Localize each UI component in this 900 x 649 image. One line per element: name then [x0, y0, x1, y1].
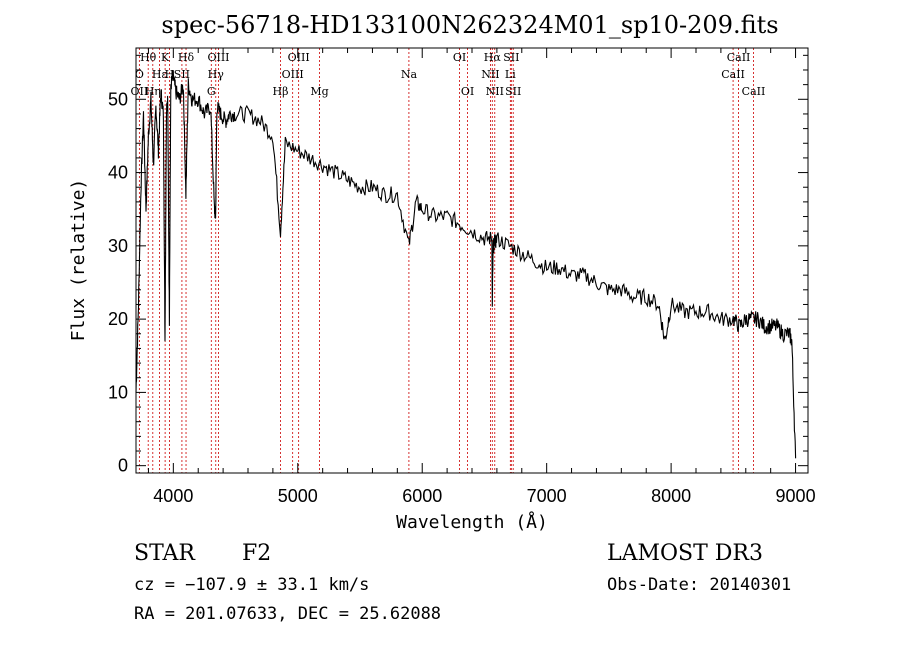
line-marker-label: CaII: [727, 51, 751, 64]
line-marker-label: Hε: [152, 68, 168, 81]
line-marker-label: SII: [505, 85, 521, 98]
x-tick-label: 9000: [776, 486, 816, 506]
line-marker-label: NII: [481, 68, 499, 81]
line-marker-label: NII: [486, 85, 504, 98]
line-marker-label: Hη: [145, 85, 161, 98]
line-marker-label: Hβ: [273, 85, 289, 98]
x-tick-label: 7000: [527, 486, 567, 506]
line-marker-label: Mg: [310, 85, 328, 98]
y-tick-label: 0: [118, 456, 128, 476]
line-marker-label: H: [165, 68, 175, 81]
spectral-line-markers: [138, 48, 754, 473]
line-marker-label: Hδ: [178, 51, 195, 64]
x-tick-label: 4000: [153, 486, 193, 506]
x-tick-label: 5000: [278, 486, 318, 506]
line-marker-label: Hθ: [140, 51, 157, 64]
y-tick-label: 50: [108, 89, 128, 109]
line-marker-label: Hγ: [208, 68, 225, 81]
x-axis-label: Wavelength (Å): [396, 511, 548, 533]
line-marker-label: K: [161, 51, 170, 64]
plot-frame: [135, 47, 809, 474]
line-marker-label: O: [135, 68, 144, 81]
object-class: STAR: [134, 541, 196, 566]
line-marker-label: Na: [401, 68, 418, 81]
x-tick-label: 8000: [651, 486, 691, 506]
observation-date: Obs-Date: 20140301: [607, 575, 791, 595]
line-marker-label: Li: [505, 68, 516, 81]
line-marker-label: G: [207, 85, 216, 98]
object-subclass: F2: [242, 541, 271, 566]
y-tick-label: 40: [108, 163, 128, 183]
line-marker-label: OIII: [288, 51, 310, 64]
line-marker-label: OI: [453, 51, 466, 64]
spectrum-line: [135, 70, 797, 459]
line-marker-label: OIII: [207, 51, 229, 64]
coordinates: RA = 201.07633, DEC = 25.62088: [134, 604, 441, 624]
chart-title: spec-56718-HD133100N262324M01_sp10-209.f…: [161, 11, 778, 39]
y-axis-label: Flux (relative): [68, 179, 89, 342]
line-marker-label: OII: [131, 85, 149, 98]
line-marker-label: CaII: [721, 68, 745, 81]
line-marker-label: SII: [174, 68, 190, 81]
redshift-velocity: cz = −107.9 ± 33.1 km/s: [134, 575, 369, 595]
line-marker-label: Hα: [484, 51, 502, 64]
line-marker-label: SII: [503, 51, 519, 64]
y-tick-label: 10: [108, 382, 128, 402]
y-tick-label: 20: [108, 309, 128, 329]
x-tick-label: 6000: [402, 486, 442, 506]
line-marker-label: CaII: [742, 85, 766, 98]
y-axis-ticks: 0 10 20 30 40 50: [108, 54, 808, 476]
x-axis-ticks: 4000 5000 6000 7000 8000 9000: [147, 48, 816, 506]
line-marker-label: OIII: [282, 68, 304, 81]
y-tick-label: 30: [108, 236, 128, 256]
line-marker-label: OI: [461, 85, 474, 98]
survey-name: LAMOST DR3: [607, 541, 763, 566]
